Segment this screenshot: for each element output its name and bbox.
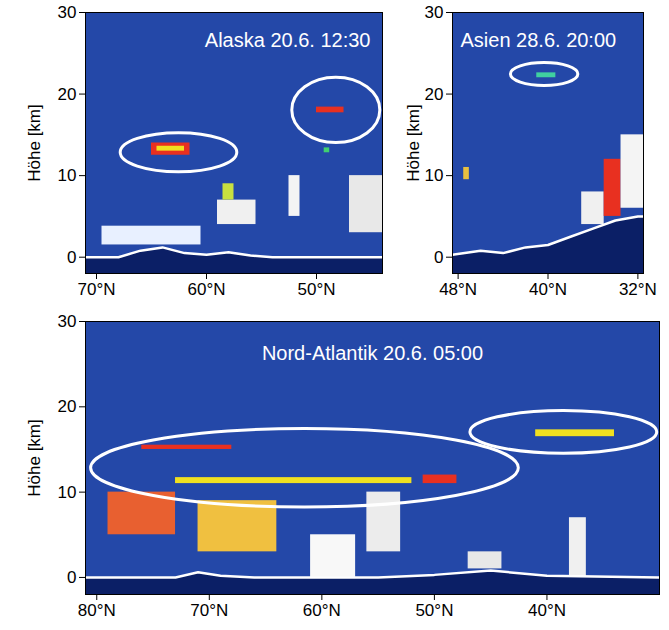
svg-text:70°N: 70°N <box>78 280 116 299</box>
svg-text:30: 30 <box>425 3 444 22</box>
svg-text:10: 10 <box>58 483 77 502</box>
svg-text:10: 10 <box>425 166 444 185</box>
svg-text:30: 30 <box>58 3 77 22</box>
svg-text:Nord-Atlantik 20.6. 05:00: Nord-Atlantik 20.6. 05:00 <box>262 342 483 364</box>
svg-text:20: 20 <box>58 397 77 416</box>
svg-text:Asien 28.6. 20:00: Asien 28.6. 20:00 <box>461 29 617 51</box>
svg-text:50°N: 50°N <box>415 601 453 620</box>
svg-text:0: 0 <box>434 248 443 267</box>
svg-text:48°N: 48°N <box>439 280 477 299</box>
svg-text:60°N: 60°N <box>188 280 226 299</box>
svg-text:0: 0 <box>67 248 76 267</box>
svg-text:20: 20 <box>425 85 444 104</box>
svg-text:40°N: 40°N <box>529 280 567 299</box>
svg-text:70°N: 70°N <box>190 601 228 620</box>
svg-text:20: 20 <box>58 85 77 104</box>
svg-text:Höhe [km]: Höhe [km] <box>25 419 44 496</box>
svg-text:32°N: 32°N <box>619 280 657 299</box>
svg-text:10: 10 <box>58 166 77 185</box>
svg-text:Alaska 20.6. 12:30: Alaska 20.6. 12:30 <box>205 29 371 51</box>
svg-text:80°N: 80°N <box>78 601 116 620</box>
svg-text:30: 30 <box>58 312 77 331</box>
svg-text:0: 0 <box>67 568 76 587</box>
svg-text:50°N: 50°N <box>298 280 336 299</box>
svg-text:Höhe [km]: Höhe [km] <box>25 104 44 181</box>
svg-text:40°N: 40°N <box>528 601 566 620</box>
svg-text:60°N: 60°N <box>303 601 341 620</box>
svg-text:Höhe [km]: Höhe [km] <box>404 104 423 181</box>
